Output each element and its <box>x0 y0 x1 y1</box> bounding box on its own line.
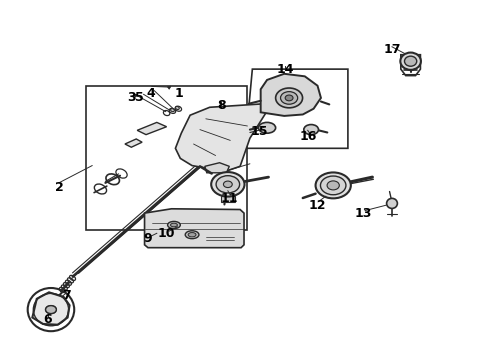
Text: 11: 11 <box>220 192 238 205</box>
Text: 3: 3 <box>127 91 136 104</box>
Polygon shape <box>125 139 142 147</box>
Text: 15: 15 <box>251 125 269 138</box>
Polygon shape <box>32 292 70 325</box>
Ellipse shape <box>46 306 56 314</box>
Text: 9: 9 <box>144 232 152 245</box>
Polygon shape <box>145 209 244 248</box>
Text: 12: 12 <box>309 199 326 212</box>
Text: 6: 6 <box>44 313 52 326</box>
Ellipse shape <box>185 231 199 239</box>
Text: 1: 1 <box>174 87 183 100</box>
Ellipse shape <box>175 107 179 109</box>
Text: 4: 4 <box>146 87 155 100</box>
Bar <box>86 86 247 230</box>
Text: 14: 14 <box>276 63 294 76</box>
Ellipse shape <box>404 56 416 66</box>
Ellipse shape <box>304 125 318 135</box>
Text: 8: 8 <box>217 99 226 112</box>
Ellipse shape <box>46 306 56 314</box>
Ellipse shape <box>285 95 293 101</box>
Ellipse shape <box>223 181 232 188</box>
Ellipse shape <box>316 172 351 198</box>
Polygon shape <box>261 74 321 116</box>
Polygon shape <box>175 104 269 171</box>
Ellipse shape <box>171 109 174 112</box>
Ellipse shape <box>387 198 397 208</box>
Ellipse shape <box>327 181 339 190</box>
Text: 2: 2 <box>55 181 64 194</box>
Text: 10: 10 <box>158 227 175 240</box>
Ellipse shape <box>216 176 240 193</box>
Ellipse shape <box>171 223 177 227</box>
Text: 5: 5 <box>135 91 144 104</box>
Ellipse shape <box>400 53 421 70</box>
Ellipse shape <box>280 91 297 104</box>
Ellipse shape <box>211 172 245 197</box>
Ellipse shape <box>188 233 196 237</box>
Polygon shape <box>137 122 167 135</box>
Polygon shape <box>205 163 229 173</box>
Text: 13: 13 <box>355 207 372 220</box>
Text: 17: 17 <box>383 43 401 56</box>
Polygon shape <box>220 196 235 202</box>
Ellipse shape <box>259 122 275 133</box>
Text: 16: 16 <box>300 130 318 143</box>
Ellipse shape <box>275 88 303 108</box>
Text: 7: 7 <box>62 289 71 302</box>
Ellipse shape <box>168 221 180 229</box>
Ellipse shape <box>320 176 346 195</box>
